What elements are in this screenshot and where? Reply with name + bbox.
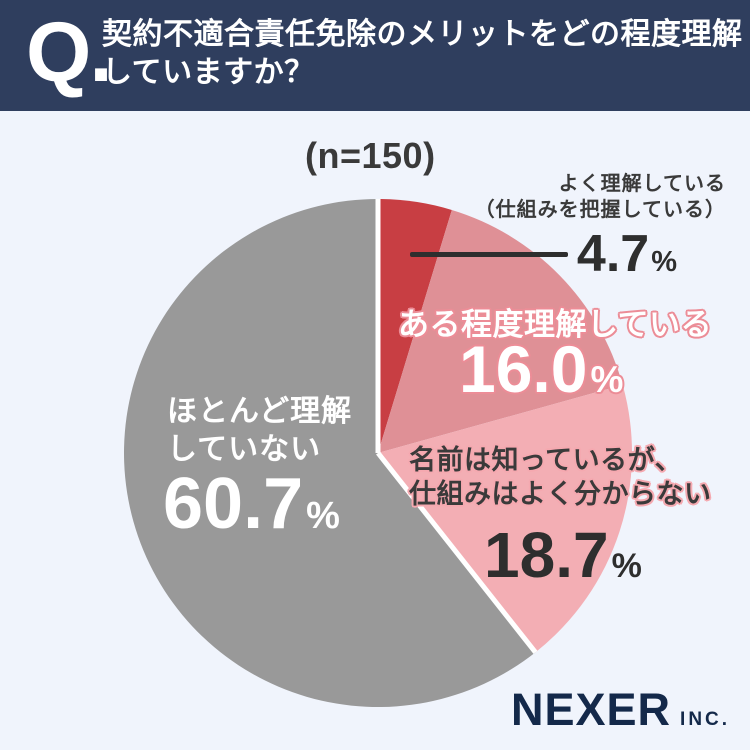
pie-slice-0	[378, 199, 452, 453]
label-somewhat-understood: ある程度理解している	[398, 307, 713, 342]
label-name-only: 名前は知っているが、 仕組みはよく分からない	[409, 443, 712, 511]
brand-logo: NEXER INC.	[511, 684, 730, 736]
question-q-mark: Q.	[26, 5, 113, 99]
value-not-understood: 60.7 %	[163, 463, 340, 545]
value-somewhat-understood-number: 16.0	[459, 332, 588, 406]
value-well-understood-number: 4.7	[576, 225, 650, 283]
label-well-understood-line2: （仕組みを把握している）	[474, 199, 726, 221]
value-name-only: 18.7 %	[484, 518, 642, 592]
label-well-understood: よく理解している （仕組みを把握している）	[475, 171, 726, 223]
callout-line	[410, 252, 568, 257]
value-name-only-unit: %	[611, 547, 642, 585]
label-name-only-line1: 名前は知っているが、	[409, 445, 683, 475]
value-not-understood-number: 60.7	[163, 464, 304, 544]
question-header: Q. 契約不適合責任免除のメリットをどの程度理解 していますか？	[0, 0, 750, 111]
question-text-line2: していますか？	[102, 56, 315, 89]
label-not-understood-line1: ほとんど理解	[167, 395, 353, 428]
label-name-only-line2: 仕組みはよく分からない	[409, 479, 712, 509]
brand-suffix: INC.	[680, 709, 731, 730]
pie-slice-1	[378, 209, 623, 453]
value-somewhat-understood: 16.0 %	[459, 331, 623, 407]
value-somewhat-understood-unit: %	[590, 359, 624, 400]
slice-separator	[376, 451, 538, 654]
value-well-understood-unit: %	[651, 246, 677, 278]
question-text-line1: 契約不適合責任免除のメリットをどの程度理解	[102, 18, 743, 51]
value-not-understood-unit: %	[306, 495, 340, 537]
value-name-only-number: 18.7	[484, 519, 609, 591]
label-well-understood-line1: よく理解している	[558, 173, 726, 195]
label-not-understood-line2: していない	[167, 433, 322, 466]
label-not-understood: ほとんど理解 していない	[167, 393, 352, 469]
value-well-understood: 4.7 %	[577, 224, 677, 284]
pie-slice-3	[124, 199, 536, 707]
pie-slice-2	[378, 384, 633, 653]
brand-name: NEXER	[511, 684, 672, 735]
question-text: 契約不適合責任免除のメリットをどの程度理解 していますか？	[102, 16, 743, 92]
sample-size-label: (n=150)	[305, 135, 436, 176]
